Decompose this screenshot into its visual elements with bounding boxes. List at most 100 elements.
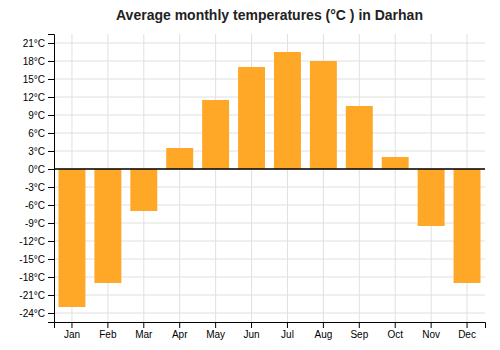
y-tick-label: -15°C: [19, 254, 45, 265]
bar: [130, 169, 157, 211]
y-tick-mark: [48, 205, 54, 206]
x-tick: Oct: [387, 322, 403, 340]
y-tick-mark: [48, 43, 54, 44]
x-tick: Aug: [314, 322, 332, 340]
y-tick: -6°C: [25, 200, 54, 211]
bar: [58, 169, 85, 307]
y-tick: -21°C: [19, 290, 54, 301]
x-tick-mark: [467, 322, 468, 328]
y-grid-line: [54, 61, 485, 62]
y-tick: -15°C: [19, 254, 54, 265]
x-tick-label: Oct: [387, 329, 403, 340]
x-grid-line: [359, 34, 360, 322]
y-tick-label: 3°C: [28, 146, 45, 157]
y-grid-line: [54, 97, 485, 98]
x-tick: Apr: [172, 322, 188, 340]
x-tick: Jun: [243, 322, 259, 340]
y-tick: -3°C: [25, 182, 54, 193]
x-tick-mark: [359, 322, 360, 328]
chart-container: -24°C -21°C -18°C -15°C -12°C -9°C -6°C -3°C 0°C…: [0, 0, 500, 350]
y-tick-mark: [48, 169, 54, 170]
y-tick-mark: [48, 259, 54, 260]
bar: [346, 106, 373, 169]
x-tick-label: Nov: [422, 329, 440, 340]
y-tick: -24°C: [19, 308, 54, 319]
x-tick-label: Jun: [243, 329, 259, 340]
x-tick: Jul: [281, 322, 294, 340]
x-tick-mark: [71, 322, 72, 328]
bar: [418, 169, 445, 226]
y-tick-mark: [48, 241, 54, 242]
bar: [94, 169, 121, 283]
bar: [454, 169, 481, 283]
y-grid-line: [54, 43, 485, 44]
x-grid-line: [215, 34, 216, 322]
y-tick-mark: [48, 187, 54, 188]
y-tick: 12°C: [23, 92, 54, 103]
y-tick: 0°C: [28, 164, 54, 175]
y-grid-line: [54, 133, 485, 134]
y-tick: 3°C: [28, 146, 54, 157]
x-tick-label: Aug: [314, 329, 332, 340]
y-tick-label: -18°C: [19, 272, 45, 283]
x-tick-mark: [323, 322, 324, 328]
x-tick: Dec: [458, 322, 476, 340]
y-tick-label: -3°C: [25, 182, 45, 193]
x-tick-mark: [215, 322, 216, 328]
chart-svg: -24°C -21°C -18°C -15°C -12°C -9°C -6°C -3°C 0°C…: [0, 0, 500, 350]
x-tick-label: Jul: [281, 329, 294, 340]
y-tick-label: 15°C: [23, 74, 45, 85]
y-tick-mark: [48, 133, 54, 134]
y-grid-line: [54, 313, 485, 314]
title: Average monthly temperatures (°C ) in Da…: [116, 7, 423, 23]
x-tick: May: [206, 322, 225, 340]
y-tick: -12°C: [19, 236, 54, 247]
x-tick-mark: [143, 322, 144, 328]
x-tick-mark: [431, 322, 432, 328]
zero-line: [54, 168, 485, 170]
y-tick: -9°C: [25, 218, 54, 229]
y-tick-label: 0°C: [28, 164, 45, 175]
x-tick: Feb: [99, 322, 117, 340]
y-tick-mark: [48, 79, 54, 80]
y-tick-mark: [48, 277, 54, 278]
y-tick-label: 18°C: [23, 56, 45, 67]
y-grid-line: [54, 79, 485, 80]
x-tick-mark: [395, 322, 396, 328]
y-tick: 21°C: [23, 38, 54, 49]
y-tick-label: -9°C: [25, 218, 45, 229]
x-tick-mark: [107, 322, 108, 328]
y-axis-line: [48, 35, 55, 323]
y-grid-line: [54, 169, 485, 170]
x-tick: Nov: [422, 322, 440, 340]
x-tick: Sep: [350, 322, 368, 340]
bar: [310, 61, 337, 169]
y-grid-line: [54, 295, 485, 296]
y-tick-label: -12°C: [19, 236, 45, 247]
y-tick-label: 6°C: [28, 128, 45, 139]
x-tick-label: Jan: [64, 329, 80, 340]
x-axis-line: [55, 323, 486, 329]
y-tick-label: 21°C: [23, 38, 45, 49]
bar: [202, 100, 229, 169]
y-tick-mark: [48, 295, 54, 296]
grid: [54, 34, 485, 322]
y-tick-mark: [48, 313, 54, 314]
y-tick-mark: [48, 151, 54, 152]
bar: [166, 148, 193, 169]
x-tick-label: Feb: [99, 329, 117, 340]
y-tick-mark: [48, 223, 54, 224]
bars: [54, 52, 485, 307]
y-tick: 6°C: [28, 128, 54, 139]
x-grid-line: [179, 34, 180, 322]
y-grid-line: [54, 115, 485, 116]
y-tick: 18°C: [23, 56, 54, 67]
y-tick: -18°C: [19, 272, 54, 283]
bar: [274, 52, 301, 169]
y-tick-mark: [48, 115, 54, 116]
bar: [238, 67, 265, 169]
x-tick-label: Apr: [172, 329, 188, 340]
x-tick-mark: [287, 322, 288, 328]
x-tick: Jan: [64, 322, 80, 340]
y-tick-label: -6°C: [25, 200, 45, 211]
